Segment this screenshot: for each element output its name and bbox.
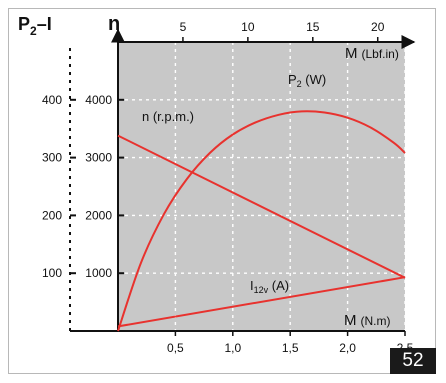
outer-left-ticks: 100 200 300 400 [42, 93, 76, 280]
inner-tick-label-2: 3000 [85, 151, 112, 165]
outer-tick-label-2: 300 [42, 151, 62, 165]
top-ticks: 5 10 15 20 [180, 20, 385, 42]
top-tick-label-2: 15 [306, 20, 320, 34]
bottom-tick-label-1: 1,0 [224, 341, 241, 355]
inner-left-ticks: 1000 2000 3000 4000 [85, 93, 124, 280]
top-tick-label-3: 20 [371, 20, 385, 34]
outer-left-axis-title: P2–I [18, 14, 52, 38]
bottom-tick-label-2: 1,5 [282, 341, 299, 355]
top-tick-label-1: 10 [241, 20, 255, 34]
grid-lines [118, 42, 406, 331]
top-axis-label: M (Lbf.in) [345, 45, 399, 62]
inner-left-axis-title: n [108, 13, 120, 35]
inner-tick-label-1: 2000 [85, 208, 112, 222]
bottom-ticks: 0,51,01,52,02,5 [167, 331, 414, 355]
bottom-axis-label: M (N.m) [344, 312, 391, 329]
series-label-speed: n (r.p.m.) [142, 109, 194, 124]
page-number-badge: 52 [390, 348, 436, 374]
outer-tick-label-0: 100 [42, 266, 62, 280]
bottom-tick-label-3: 2,0 [339, 341, 356, 355]
bottom-tick-label-0: 0,5 [167, 341, 184, 355]
series-line-power [117, 110, 406, 332]
top-tick-label-0: 5 [180, 20, 187, 34]
outer-tick-label-3: 400 [42, 93, 62, 107]
series-label-current: I12v (A) [250, 278, 289, 295]
series-group [117, 110, 406, 332]
inner-tick-label-0: 1000 [85, 266, 112, 280]
series-label-power: P2 (W) [288, 72, 326, 89]
inner-tick-label-3: 4000 [85, 93, 112, 107]
series-line-speed [117, 134, 406, 279]
plot-area [118, 42, 405, 331]
series-line-current [117, 276, 406, 328]
outer-tick-label-1: 200 [42, 208, 62, 222]
